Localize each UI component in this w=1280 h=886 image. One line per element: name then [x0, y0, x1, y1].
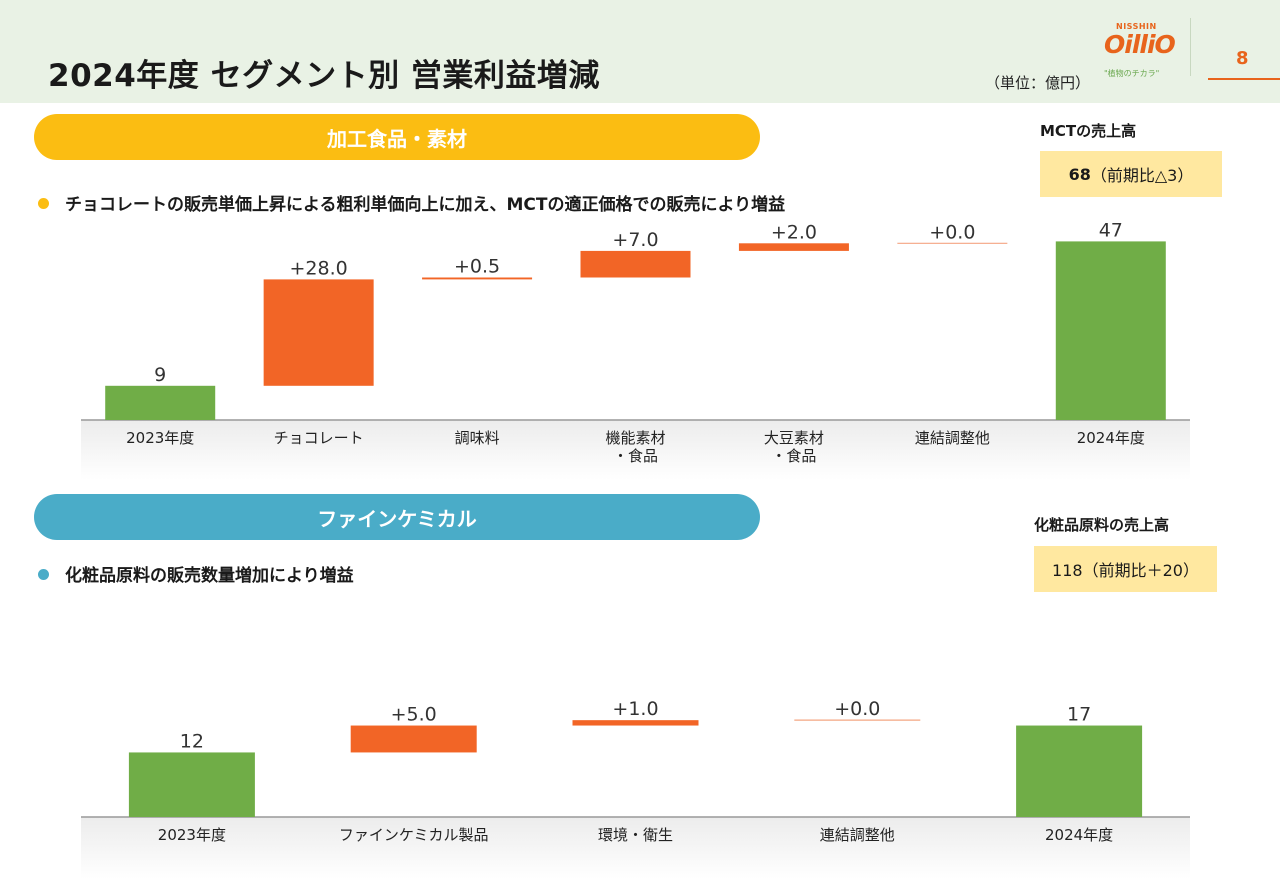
category-label: 2023年度	[158, 826, 226, 844]
mct-sales-label: MCTの売上高	[1040, 122, 1137, 140]
increase-bar	[422, 277, 533, 280]
cosmetic-sales-box: 118（前期比＋20）	[1034, 546, 1217, 592]
category-label: ・食品	[771, 447, 816, 465]
section-band-label: 加工食品・素材	[327, 126, 467, 151]
bar-value-label: +0.0	[834, 698, 880, 720]
bar-value-label: +1.0	[612, 698, 658, 720]
bullet-dot-icon	[38, 568, 49, 580]
cosmetic-sales-label: 化粧品原料の売上高	[1034, 516, 1170, 534]
total-bar	[128, 752, 255, 817]
category-label: 連結調整他	[820, 826, 895, 844]
bar-value-label: +28.0	[290, 257, 348, 279]
mct-sales-value: 68	[1068, 164, 1091, 184]
page-number-underline	[1208, 78, 1280, 80]
bar-value-label: +5.0	[391, 704, 437, 726]
category-label: 2023年度	[126, 429, 194, 447]
cosmetic-sales-value: 118（前期比＋20）	[1052, 561, 1199, 580]
bar-value-label: 17	[1067, 704, 1091, 726]
category-label: ・食品	[613, 447, 658, 465]
increase-bar	[738, 243, 849, 251]
company-logo: NISSHIN OilliO "植物のチカラ"	[1100, 18, 1180, 84]
mct-sales-box: 68 （前期比△3）	[1040, 151, 1222, 197]
logo-tagline: "植物のチカラ"	[1104, 69, 1160, 78]
category-label: 2024年度	[1077, 429, 1145, 447]
unit-label: （単位：億円）	[985, 74, 1091, 92]
header-bar	[0, 0, 1280, 103]
bar-value-label: +0.5	[454, 256, 500, 278]
section2-bullet-text: 化粧品原料の販売数量増加により増益	[65, 566, 354, 586]
increase-bar	[263, 279, 374, 386]
category-label: 機能素材	[605, 429, 665, 447]
total-bar	[1055, 241, 1166, 420]
category-label: 大豆素材	[764, 429, 824, 447]
bar-value-label: +0.0	[929, 221, 975, 243]
bar-value-label: +2.0	[771, 221, 817, 243]
page-number: 8	[1236, 48, 1249, 69]
logo-main-text: OilliO	[1104, 30, 1176, 59]
mct-sales-note: （前期比△3）	[1090, 166, 1194, 185]
total-bar	[1016, 725, 1143, 817]
category-label: 連結調整他	[915, 429, 990, 447]
section-band-fine-chemical: ファインケミカル	[34, 494, 760, 540]
category-label: ファインケミカル製品	[339, 826, 489, 844]
section-band-label: ファインケミカル	[317, 506, 477, 531]
category-label: 調味料	[455, 429, 500, 447]
bullet-dot-icon	[38, 197, 49, 209]
waterfall-chart-fine-chemical: 12 2023年度 +5.0 ファインケミカル製品 +1.0 環境・衛生 +0.0 連結調整他…	[81, 698, 1190, 879]
section1-bullet: チョコレートの販売単価上昇による粗利単価向上に加え、MCTの適正価格での販売によ…	[38, 190, 785, 215]
section2-bullet: 化粧品原料の販売数量増加により増益	[38, 561, 354, 586]
category-label: 環境・衛生	[598, 826, 673, 844]
section1-bullet-text: チョコレートの販売単価上昇による粗利単価向上に加え、MCTの適正価格での販売によ…	[65, 195, 786, 215]
category-label: 2024年度	[1045, 826, 1113, 844]
category-label: チョコレート	[274, 429, 364, 447]
increase-bar	[350, 725, 477, 753]
page-title: 2024年度 セグメント別 営業利益増減	[48, 58, 600, 94]
bar-value-label: 47	[1099, 220, 1123, 241]
bar-value-label: 12	[180, 730, 204, 752]
increase-bar	[580, 250, 691, 278]
section-band-processed-food: 加工食品・素材	[34, 114, 760, 160]
axis-shadow	[81, 420, 1190, 480]
bar-value-label: 9	[154, 364, 166, 386]
bar-value-label: +7.0	[612, 229, 658, 251]
header-divider	[1190, 18, 1191, 76]
increase-bar	[572, 720, 699, 726]
total-bar	[105, 385, 216, 420]
axis-shadow	[81, 817, 1190, 879]
logo-small-text: NISSHIN	[1116, 22, 1157, 31]
waterfall-chart-processed-food: 92023年度+28.0チョコレート+0.5調味料+7.0機能素材・食品+2.0…	[81, 220, 1190, 480]
